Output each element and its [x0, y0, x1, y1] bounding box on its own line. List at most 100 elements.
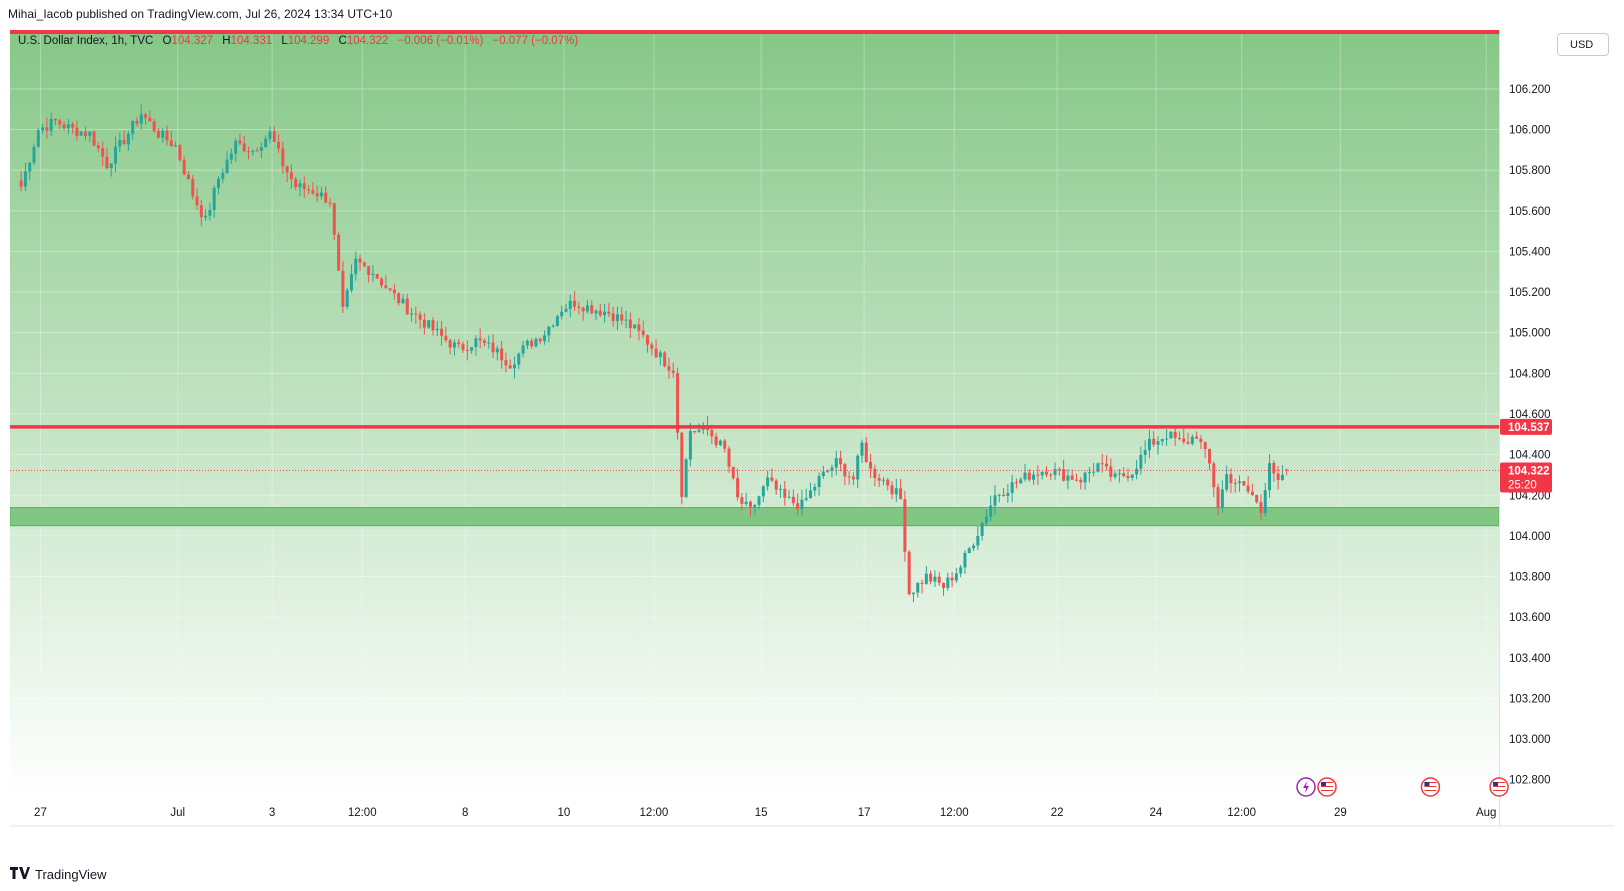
candle-body	[796, 503, 800, 510]
candle-body	[594, 310, 598, 314]
currency-button[interactable]: USD	[1557, 33, 1609, 56]
candle	[1238, 475, 1242, 492]
candle	[658, 350, 662, 366]
candle-body	[1057, 469, 1061, 471]
candle	[1259, 494, 1263, 521]
candle	[440, 320, 444, 346]
candle	[71, 121, 75, 134]
time-tick-label: 12:00	[940, 807, 969, 819]
time-tick-label: 10	[557, 807, 570, 819]
candle	[645, 334, 649, 353]
candle	[461, 341, 465, 354]
candle-body	[628, 319, 632, 329]
candle-body	[294, 179, 298, 188]
candle-body	[551, 325, 555, 327]
candle	[1233, 478, 1237, 493]
price-axis[interactable]: 102.800 103.000 103.200 103.400 103.600 103.8…	[1499, 30, 1614, 826]
candle	[427, 320, 431, 329]
candle	[731, 466, 735, 481]
candle-body	[195, 196, 199, 206]
time-tick-label: 29	[1334, 807, 1347, 819]
candle	[319, 186, 323, 200]
candle-body	[362, 262, 366, 267]
candle-body	[791, 496, 795, 504]
candle-body	[1006, 493, 1010, 496]
candle-body	[144, 114, 148, 118]
candle	[942, 582, 946, 596]
price-chart[interactable]: 102.800 103.000 103.200 103.400 103.600 103.8…	[10, 30, 1614, 860]
candle	[482, 338, 486, 347]
candle	[967, 546, 971, 554]
candle-body	[568, 300, 572, 309]
candle-body	[1044, 471, 1048, 475]
candle-body	[165, 130, 169, 141]
lightning-event-icon[interactable]	[1296, 777, 1316, 797]
candle-body	[1225, 474, 1229, 490]
candle	[362, 261, 366, 268]
candle-body	[839, 458, 843, 465]
events-layer[interactable]	[1296, 777, 1509, 797]
candle	[195, 188, 199, 210]
candle	[525, 339, 529, 350]
candle	[384, 275, 388, 289]
candle-body	[1135, 468, 1139, 475]
candle	[907, 549, 911, 596]
candle-body	[723, 440, 727, 449]
candle-body	[1049, 474, 1053, 476]
candle	[886, 477, 890, 491]
candle-body	[328, 202, 332, 204]
candle	[401, 293, 405, 305]
candle-body	[474, 338, 478, 348]
candle	[1177, 431, 1181, 441]
candle-body	[920, 582, 924, 584]
candle-body	[1220, 489, 1224, 508]
candle	[1276, 465, 1280, 490]
us-flag-event-icon[interactable]	[1317, 777, 1337, 797]
candle-body	[1268, 463, 1272, 491]
candle	[28, 161, 32, 181]
symbol-title[interactable]: U.S. Dollar Index, 1h, TVC	[18, 35, 154, 47]
candle-body	[410, 313, 414, 315]
candle	[371, 265, 375, 282]
candle	[778, 484, 782, 498]
candle	[813, 483, 817, 497]
candle-body	[1246, 485, 1250, 492]
candle	[615, 306, 619, 331]
candle-body	[349, 274, 353, 291]
flag-stripe	[1321, 788, 1334, 789]
candle-body	[800, 499, 804, 510]
candle-body	[36, 130, 40, 147]
candle-body	[482, 340, 486, 343]
flag-stripe	[1493, 784, 1506, 785]
candle	[349, 264, 353, 293]
price-tick-label: 103.000	[1509, 734, 1551, 746]
candle	[821, 465, 825, 479]
candle-body	[135, 120, 139, 124]
candle	[993, 485, 997, 515]
time-axis[interactable]: 27 Jul 3 12:00 8 10 12:00 15 17 12:00 22 24 12:00 29 A…	[34, 807, 1496, 819]
flag-stripe	[1493, 786, 1506, 787]
candle-body	[1002, 494, 1006, 496]
candle	[603, 303, 607, 323]
candle	[671, 362, 675, 378]
candle	[787, 489, 791, 499]
price-tick-label: 103.400	[1509, 653, 1551, 665]
candle-body	[671, 370, 675, 374]
tradingview-footer[interactable]: TradingView	[10, 866, 107, 882]
chart-frame[interactable]: 102.800 103.000 103.200 103.400 103.600 103.8…	[10, 30, 1614, 860]
candle	[62, 121, 66, 131]
us-flag-event-icon[interactable]	[1420, 777, 1441, 797]
candle	[1152, 431, 1156, 448]
candle	[774, 478, 778, 495]
candle	[740, 493, 744, 511]
candle	[1212, 461, 1216, 498]
high-value: 104.331	[230, 35, 273, 47]
candle-body	[23, 171, 27, 187]
us-flag-event-icon[interactable]	[1489, 777, 1509, 797]
candle	[508, 359, 512, 369]
flag-stripe	[1493, 790, 1506, 791]
candle	[800, 489, 804, 516]
candle	[564, 303, 568, 313]
candle-body	[79, 131, 83, 136]
candle-body	[311, 190, 315, 194]
